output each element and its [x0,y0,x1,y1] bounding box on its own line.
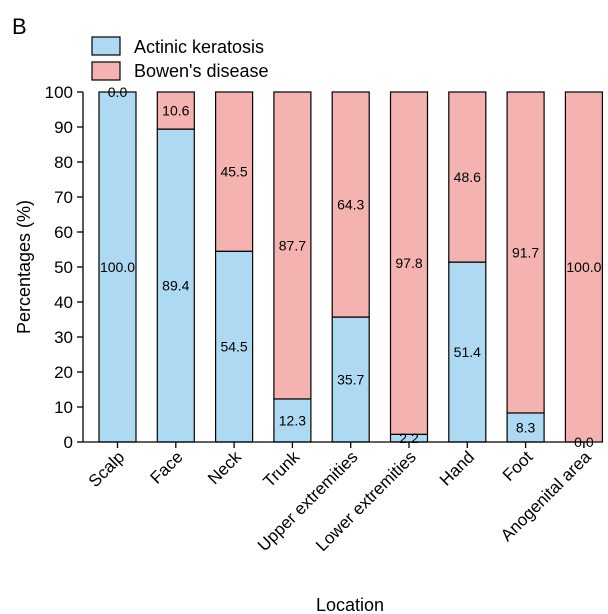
data-label-bowen-anogenital-area: 100.0 [566,259,601,275]
data-label-bowen-lower-extremities: 97.8 [395,255,422,271]
legend-swatch-actinic-keratosis [91,36,121,56]
x-tick-label-neck: Neck [204,447,245,488]
bars: 100.0 0.0 89.4 10.6 54.5 45.5 12.3 87.7 35.7 64.3… [98,84,604,450]
x-tick-label-face: Face [146,447,186,487]
x-tick-label-hand: Hand [436,447,478,489]
x-tick-label-upper-extremities: Upper extremities [254,447,362,555]
y-axis: 0 10 20 30 40 50 60 70 80 90 100 [45,83,84,452]
bar-actinic-upper-extremities [331,316,370,443]
data-label-bowen-trunk: 87.7 [279,237,306,253]
legend-label-actinic-keratosis: Actinic keratosis [134,37,264,57]
data-label-actinic-trunk: 12.3 [279,412,306,428]
data-label-actinic-foot: 8.3 [516,419,536,435]
bar-bowen-trunk [273,91,312,400]
x-axis-title: Location [316,595,384,614]
y-tick-label-10: 10 [54,398,73,417]
data-label-bowen-hand: 48.6 [454,169,481,185]
y-axis-title: Percentages (%) [14,200,34,334]
y-tick-label-70: 70 [54,188,73,207]
bar-bowen-upper-extremities [331,91,370,318]
data-label-actinic-scalp: 100.0 [100,259,135,275]
panel-label: B [12,14,27,39]
legend-label-bowens-disease: Bowen's disease [134,61,269,81]
data-label-bowen-upper-extremities: 64.3 [337,197,364,213]
y-tick-label-90: 90 [54,118,73,137]
bar-actinic-hand [448,261,487,443]
x-tick-label-foot: Foot [499,447,537,485]
y-tick-label-20: 20 [54,363,73,382]
data-label-actinic-upper-extremities: 35.7 [337,372,364,388]
data-label-bowen-foot: 91.7 [512,244,539,260]
data-label-bowen-neck: 45.5 [220,164,247,180]
y-tick-label-40: 40 [54,293,73,312]
bar-bowen-face [156,91,195,130]
bar-bowen-neck [215,91,254,252]
data-label-bowen-scalp: 0.0 [108,84,128,100]
legend-swatch-bowens-disease [91,61,121,81]
bar-bowen-foot [506,91,545,414]
data-label-actinic-face: 89.4 [162,278,189,294]
bar-bowen-hand [448,91,487,263]
x-tick-label-scalp: Scalp [85,447,129,491]
y-tick-label-50: 50 [54,258,73,277]
data-label-bowen-face: 10.6 [162,103,189,119]
y-tick-label-80: 80 [54,153,73,172]
bar-bowen-lower-extremities [389,91,429,435]
y-tick-label-0: 0 [64,433,73,452]
bar-bowen-anogenital-area [564,91,604,443]
data-label-actinic-hand: 51.4 [454,344,481,360]
legend: Actinic keratosis Bowen's disease [91,36,269,81]
x-tick-label-lower-extremities: Lower extremities [312,447,420,555]
y-tick-label-100: 100 [45,83,73,102]
data-label-actinic-neck: 54.5 [220,339,247,355]
y-tick-label-60: 60 [54,223,73,242]
bar-actinic-scalp [98,91,137,443]
y-tick-label-30: 30 [54,328,73,347]
x-tick-label-trunk: Trunk [260,447,304,491]
